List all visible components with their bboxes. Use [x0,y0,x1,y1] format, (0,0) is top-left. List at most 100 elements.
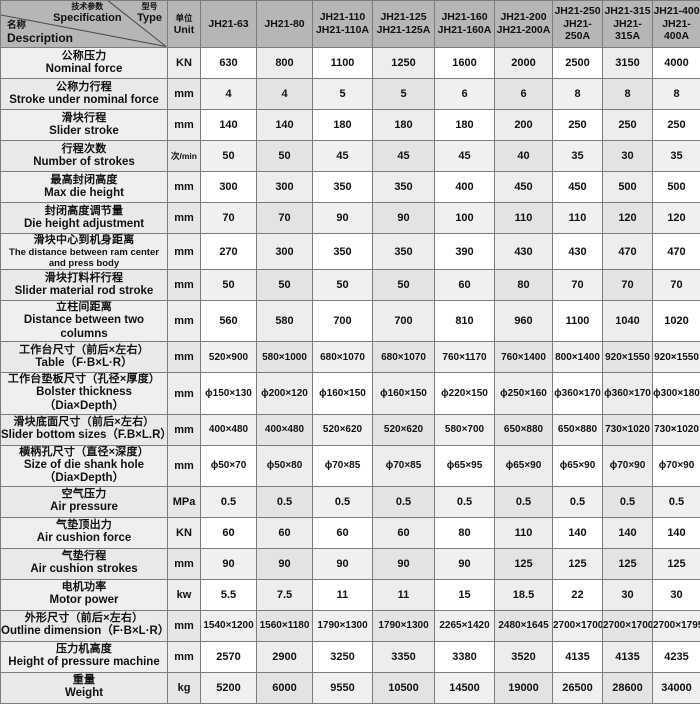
cell-value: 5 [373,79,435,110]
cell-value: 110 [495,517,553,548]
row-description-en: Slider material rod stroke [1,285,167,299]
row-unit: mm [168,270,201,301]
row-description-en: Stroke under nominal force [1,94,167,108]
cell-value: 400 [435,172,495,203]
cell-value: 0.5 [653,486,700,517]
row-description-en: Air cushion strokes [1,563,167,577]
header-model-line: JH21-63 [201,18,256,31]
cell-value: 4135 [553,641,603,672]
row-description-cn: 滑块打料杆行程 [1,272,167,285]
cell-value: 760×1170 [435,342,495,373]
row-unit: mm [168,548,201,579]
row-unit: mm [168,445,201,486]
row-description: 外形尺寸（前后×左右）Outline dimension（F·B×L·R） [1,610,168,641]
cell-value: 10500 [373,672,435,703]
cell-value: ɸ50×70 [201,445,257,486]
cell-value: 1790×1300 [313,610,373,641]
cell-value: 430 [495,234,553,270]
cell-value: 0.5 [257,486,313,517]
row-unit: mm [168,110,201,141]
cell-value: 90 [313,203,373,234]
cell-value: 60 [435,270,495,301]
cell-value: 520×620 [313,414,373,445]
cell-value: 0.5 [201,486,257,517]
cell-value: 470 [653,234,700,270]
cell-value: 30 [603,141,653,172]
cell-value: 760×1400 [495,342,553,373]
cell-value: 350 [313,172,373,203]
cell-value: 1540×1200 [201,610,257,641]
cell-value: 80 [435,517,495,548]
row-unit: mm [168,373,201,414]
cell-value: 4000 [653,48,700,79]
cell-value: 800×1400 [553,342,603,373]
cell-value: 4 [201,79,257,110]
cell-value: 180 [313,110,373,141]
header-model-0: JH21-63 [201,1,257,48]
row-description-en: Table（F·B×L·R） [1,357,167,371]
cell-value: 18.5 [495,579,553,610]
row-unit: kg [168,672,201,703]
cell-value: 270 [201,234,257,270]
cell-value: 11 [313,579,373,610]
row-description-en: Max die height [1,187,167,201]
header-description-en: Description [7,32,73,45]
cell-value: 1790×1300 [373,610,435,641]
cell-value: 180 [435,110,495,141]
header-description-cn: 名称 [7,21,73,32]
cell-value: 180 [373,110,435,141]
cell-value: 11 [373,579,435,610]
cell-value: 1250 [373,48,435,79]
row-unit: mm [168,342,201,373]
cell-value: ɸ300×180 [653,373,700,414]
cell-value: 9550 [313,672,373,703]
header-model-line: JH21-200 [495,11,552,24]
cell-value: 45 [435,141,495,172]
header-model-line: JH21-250A [553,18,602,44]
cell-value: 6 [495,79,553,110]
header-model-1: JH21-80 [257,1,313,48]
cell-value: 5 [313,79,373,110]
row-description-cn: 公称力行程 [1,81,167,94]
cell-value: 100 [435,203,495,234]
row-description-cn: 封闭高度调节量 [1,205,167,218]
cell-value: 2900 [257,641,313,672]
cell-value: ɸ70×90 [653,445,700,486]
cell-value: 700 [313,301,373,342]
cell-value: 1600 [435,48,495,79]
cell-value: 2000 [495,48,553,79]
header-corner-cell: 技术参数 Specification 型号 Type 名称 Descriptio… [1,1,168,48]
row-unit: mm [168,172,201,203]
row-description-en: Slider stroke [1,125,167,139]
cell-value: 30 [603,579,653,610]
row-description-cn: 压力机高度 [1,643,167,656]
cell-value: 300 [201,172,257,203]
header-description-label: 名称 Description [7,21,73,45]
cell-value: 50 [257,270,313,301]
header-type-label: 型号 Type [137,3,162,24]
row-description-en: Bolster thickness（Dia×Depth） [1,386,167,413]
cell-value: 70 [653,270,700,301]
cell-value: 2480×1645 [495,610,553,641]
cell-value: 45 [313,141,373,172]
cell-value: 110 [495,203,553,234]
cell-value: ɸ65×95 [435,445,495,486]
cell-value: 125 [603,548,653,579]
header-model-line: JH21-160 [435,11,494,24]
cell-value: 1100 [313,48,373,79]
